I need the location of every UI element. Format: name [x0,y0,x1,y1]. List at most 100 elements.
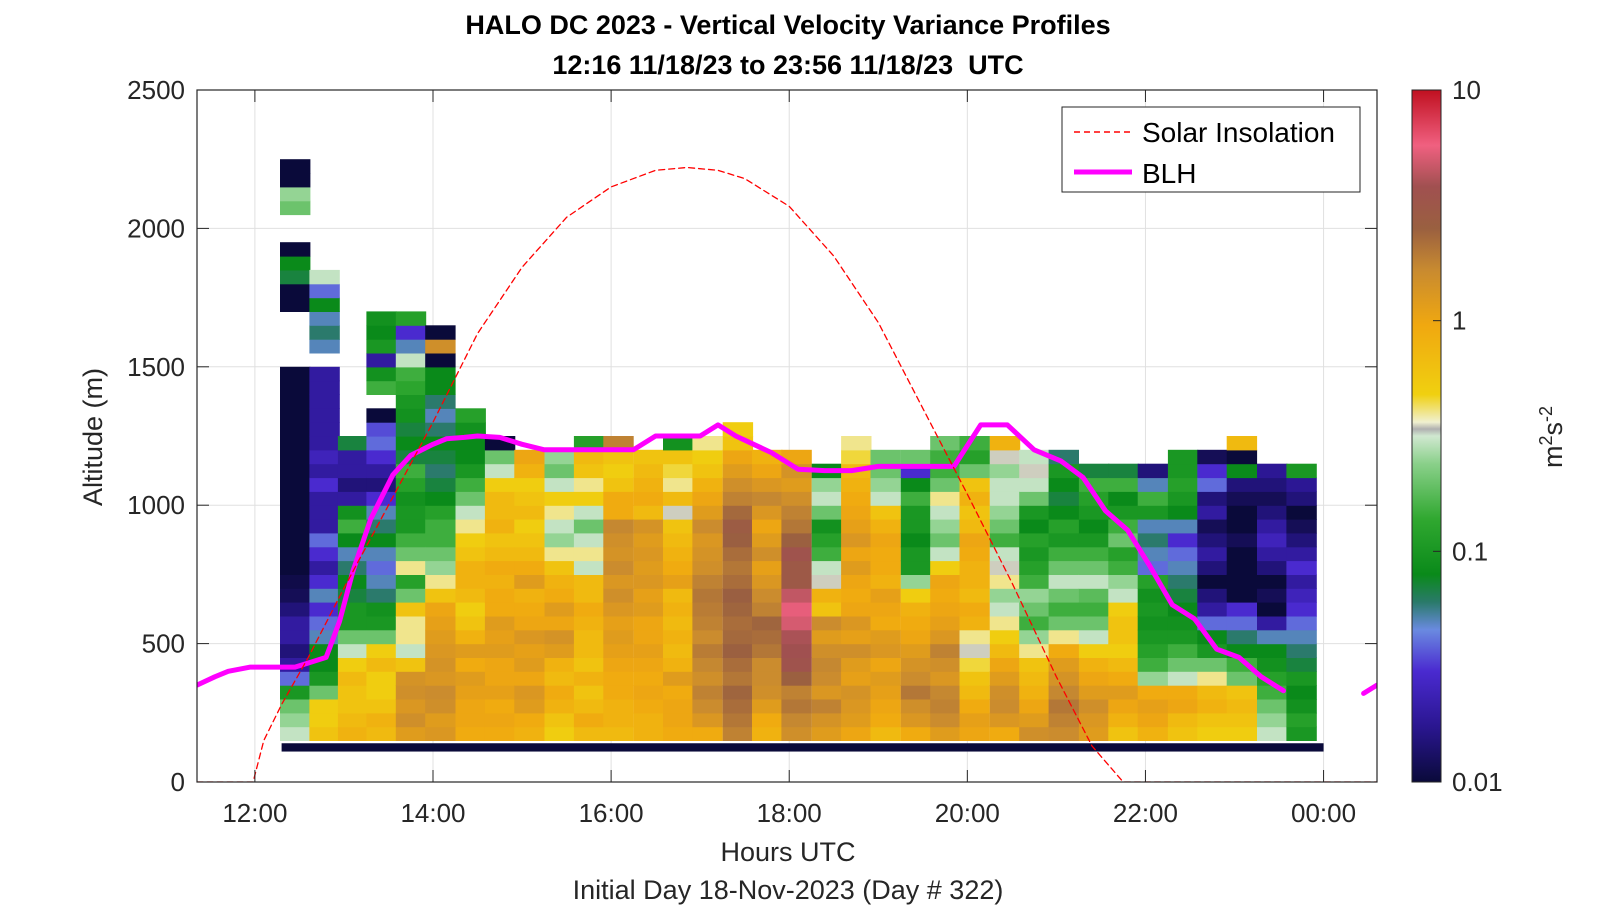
heatmap-cell [425,588,456,603]
heatmap-cell [1226,546,1258,562]
heatmap-cell [663,436,694,451]
heatmap-cell [455,560,486,575]
heatmap-cell [781,657,812,672]
heatmap-cell [752,615,783,631]
heatmap-cell [1197,699,1228,714]
heatmap-cell [455,602,486,617]
heatmap-cell [309,712,340,728]
heatmap-cell [280,256,311,271]
heatmap-cell [366,588,397,603]
heatmap-cell [514,712,545,728]
heatmap-cell [455,685,486,700]
heatmap-cell [930,657,961,672]
heatmap-cell [870,588,901,603]
heatmap-cell [395,477,427,492]
heatmap-cell [722,629,754,645]
heatmap-cell [514,685,545,700]
heatmap-cell [1197,491,1228,506]
heatmap-cell [395,339,427,354]
heatmap-cell [603,574,634,589]
heatmap-cell [280,712,311,728]
heatmap-cell [309,380,340,395]
heatmap-cell [1108,615,1139,631]
heatmap-cell [395,311,427,326]
heatmap-cell [1257,477,1288,492]
heatmap-cell [1019,671,1050,686]
heatmap-cell [1226,588,1258,603]
heatmap-cell [337,546,369,562]
heatmap-cell [309,269,340,285]
heatmap-cell [1286,726,1317,741]
heatmap-cell [722,449,754,465]
heatmap-cell [1257,615,1288,631]
heatmap-cell [425,532,456,548]
heatmap-cell [603,643,634,658]
heatmap-cell [366,339,397,354]
heatmap-cell [930,685,961,700]
heatmap-cell [752,477,783,492]
heatmap-cell [959,615,990,631]
heatmap-cell [1226,685,1258,700]
heatmap-cell [573,463,605,479]
heatmap-cell [425,671,456,686]
heatmap-cell [1286,505,1317,520]
heatmap-cell [722,546,754,562]
heatmap-cell [633,726,664,741]
legend-solar-label: Solar Insolation [1142,117,1335,148]
heatmap-cell [366,366,397,382]
heatmap-cell [280,491,311,506]
heatmap-cell [395,394,427,409]
heatmap-cell [811,602,843,617]
heatmap-cell [989,657,1021,672]
blh-line [1361,682,1377,696]
heatmap-cell [544,519,575,534]
heatmap-cell [781,671,812,686]
heatmap-cell [337,629,369,645]
heatmap-cell [1137,643,1169,658]
heatmap-cell [811,574,843,589]
heatmap-cell [692,615,723,631]
heatmap-cell [337,615,369,631]
colorbar-label: m2s-2 [1536,406,1568,468]
heatmap-cell [573,491,605,506]
heatmap-cell [514,491,545,506]
heatmap-cell [544,532,575,548]
heatmap-cell [663,491,694,506]
heatmap-cell [455,477,486,492]
heatmap-cell [1108,477,1139,492]
heatmap-cell [544,477,575,492]
heatmap-cell [484,602,516,617]
heatmap-cell [1167,685,1199,700]
heatmap-cell [573,671,605,686]
heatmap-cell [1019,574,1050,589]
heatmap-cell [1019,643,1050,658]
heatmap-cell [455,532,486,548]
heatmap-cell [280,463,311,479]
heatmap-cell [841,449,872,465]
heatmap-cell [841,574,872,589]
heatmap-cell [395,463,427,479]
heatmap-cell [455,463,486,479]
heatmap-cell [722,588,754,603]
heatmap-cell [841,546,872,562]
heatmap-cell [514,574,545,589]
heatmap-cell [425,394,456,409]
heatmap-cell [1108,685,1139,700]
heatmap-cell [663,449,694,465]
heatmap-cell [425,491,456,506]
heatmap-cell [1048,588,1079,603]
colorbar-label-m: m [1538,446,1568,469]
heatmap-cell [959,560,990,575]
heatmap-cell [811,712,843,728]
heatmap-cell [603,615,634,631]
heatmap-cell [544,574,575,589]
heatmap-cell [663,505,694,520]
heatmap-cell [633,643,664,658]
heatmap-cell [280,477,311,492]
heatmap-cell [1108,574,1139,589]
heatmap-cell [544,712,575,728]
plot-border [196,89,1378,783]
heatmap-cell [1019,726,1050,741]
heatmap-cell [484,491,516,506]
heatmap-cell [870,560,901,575]
